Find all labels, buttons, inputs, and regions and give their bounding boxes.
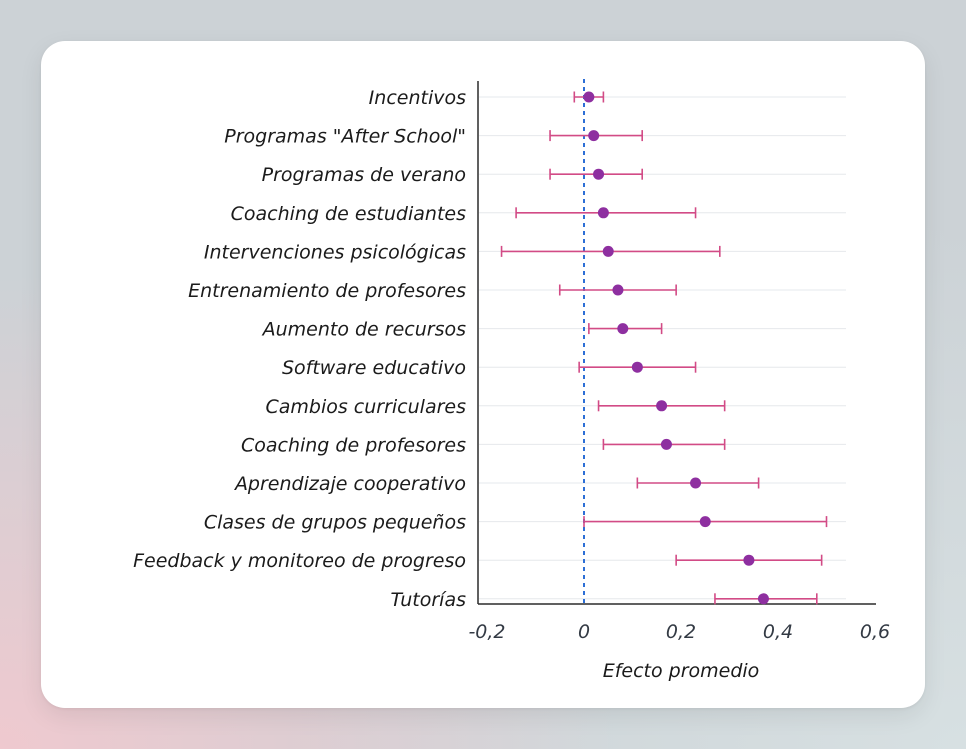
estimate-point	[617, 323, 629, 335]
x-tick-label: 0,4	[763, 621, 793, 643]
estimate-point	[690, 477, 702, 489]
estimate-point	[631, 361, 643, 373]
estimate-point	[593, 168, 605, 180]
estimate-point	[612, 284, 624, 296]
x-tick-label: 0,6	[860, 621, 890, 643]
estimate-point	[597, 207, 609, 219]
grid-lines	[479, 96, 846, 600]
estimate-point	[699, 516, 711, 528]
estimate-point	[757, 593, 769, 605]
estimate-point	[660, 438, 672, 450]
category-label: Coaching de profesores	[241, 434, 466, 456]
category-label: Tutorías	[391, 589, 467, 611]
category-labels: Incentivos Programas "After School" Progra…	[133, 87, 466, 611]
x-tick-labels: -0,2 0 0,2 0,4 0,6	[468, 621, 890, 643]
x-tick-label: -0,2	[468, 621, 505, 643]
category-label: Entrenamiento de profesores	[188, 280, 466, 302]
category-label: Cambios curriculares	[265, 396, 466, 418]
estimate-point	[743, 554, 755, 566]
category-label: Programas "After School"	[224, 126, 466, 148]
chart-card: Incentivos Programas "After School" Progra…	[41, 41, 925, 708]
forest-plot: Incentivos Programas "After School" Progra…	[133, 79, 890, 682]
estimate-point	[583, 91, 595, 103]
estimate-marks	[500, 91, 828, 605]
category-label: Aprendizaje cooperativo	[233, 473, 466, 495]
estimate-point	[588, 130, 600, 142]
category-label: Intervenciones psicológicas	[204, 241, 466, 263]
category-label: Coaching de estudiantes	[231, 203, 466, 225]
x-tick-label: 0	[578, 621, 590, 643]
category-label: Feedback y monitoreo de progreso	[133, 550, 466, 572]
category-label: Aumento de recursos	[261, 319, 467, 341]
estimate-point	[656, 400, 668, 412]
axes	[477, 81, 876, 605]
category-label: Software educativo	[282, 357, 466, 379]
estimate-point	[602, 245, 614, 257]
category-label: Clases de grupos pequeños	[204, 512, 466, 534]
category-label: Incentivos	[369, 87, 466, 109]
x-tick-label: 0,2	[666, 621, 696, 643]
category-label: Programas de verano	[262, 164, 466, 186]
x-axis-title: Efecto promedio	[603, 660, 760, 682]
